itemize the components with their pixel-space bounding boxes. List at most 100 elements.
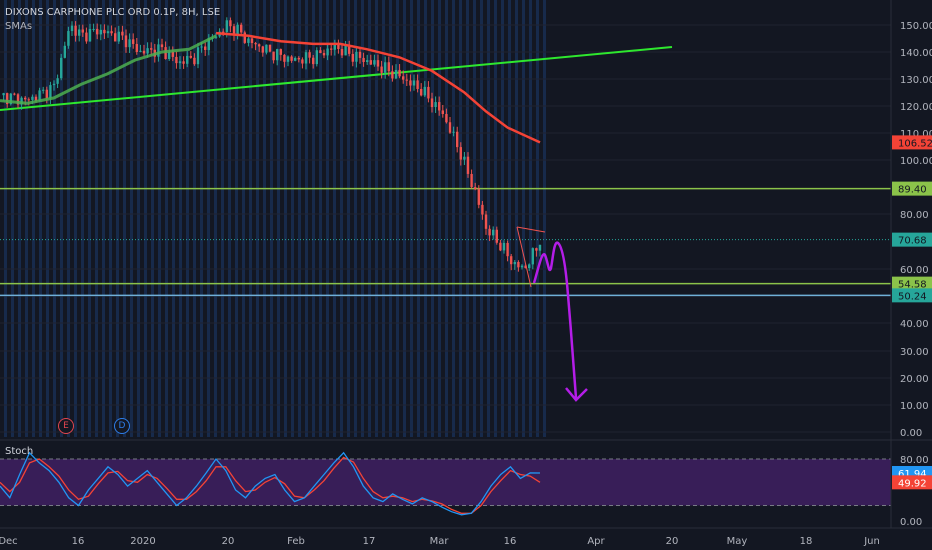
forecast-arrowhead	[565, 387, 588, 402]
session-band	[53, 0, 56, 437]
candle-body	[362, 57, 365, 63]
forecast-drawing	[532, 241, 588, 402]
session-band	[431, 0, 434, 437]
candle-body	[481, 204, 484, 215]
candle-body	[416, 80, 419, 89]
candle-body	[524, 265, 527, 269]
session-band	[116, 0, 119, 437]
candle-body	[495, 229, 498, 243]
session-band	[109, 0, 112, 437]
candle-body	[132, 39, 135, 44]
session-band	[494, 0, 497, 437]
x-tick-label: Dec	[0, 536, 18, 547]
candle-body	[445, 114, 448, 123]
earnings-marker[interactable]: E	[58, 418, 74, 434]
session-band	[382, 0, 385, 437]
dividend-marker[interactable]: D	[114, 418, 130, 434]
y-tick-label: 140.00	[900, 48, 932, 59]
candle-body	[535, 248, 538, 251]
session-band	[501, 0, 504, 437]
candle-body	[193, 57, 196, 65]
candle-body	[297, 57, 300, 60]
session-band	[410, 0, 413, 437]
candle-body	[128, 39, 131, 48]
session-band	[221, 0, 224, 437]
session-band	[18, 0, 21, 437]
candle-body	[380, 66, 383, 73]
candle-body	[175, 56, 178, 64]
session-band	[368, 0, 371, 437]
price-tag	[892, 181, 932, 196]
y-tick-label: 80.00	[900, 210, 929, 221]
session-band	[123, 0, 126, 437]
candle-body	[74, 25, 77, 36]
candle-body	[56, 78, 59, 84]
candle-body	[103, 29, 106, 34]
candle-body	[6, 93, 9, 105]
candle-body	[366, 60, 369, 63]
session-band	[277, 0, 280, 437]
session-band	[417, 0, 420, 437]
candle-body	[114, 33, 117, 42]
stoch-title: Stoch	[5, 446, 34, 457]
candle-body	[391, 71, 394, 79]
candle-body	[477, 189, 480, 205]
candle-body	[13, 93, 16, 95]
session-band	[396, 0, 399, 437]
candle-body	[189, 55, 192, 58]
session-band	[452, 0, 455, 437]
session-band	[459, 0, 462, 437]
candle-body	[484, 214, 488, 229]
x-tick-label: Mar	[430, 536, 450, 547]
candle-body	[466, 156, 470, 174]
session-band	[445, 0, 448, 437]
candle-body	[81, 29, 84, 33]
candle-body	[139, 50, 142, 52]
candle-body	[229, 20, 232, 27]
candle-body	[513, 261, 516, 265]
candle-body	[506, 242, 509, 257]
candle-body	[258, 44, 261, 47]
y-tick-label: 40.00	[900, 319, 929, 330]
candle-body	[52, 83, 56, 86]
candle-body	[27, 99, 30, 101]
symbol-title: DIXONS CARPHONE PLC ORD 0.1P, 8H, LSE	[5, 7, 221, 18]
time-axis: Dec 16 2020 20 Feb 17 Mar 16 Apr 20 May 18 Jun	[0, 527, 932, 547]
candle-body	[88, 28, 92, 42]
candle-body	[146, 48, 149, 54]
candle-body	[63, 45, 66, 58]
session-band	[130, 0, 133, 437]
candle-body	[16, 94, 20, 105]
candle-body	[376, 60, 380, 67]
price-tag-label: 106.52	[898, 138, 932, 149]
candle-body	[2, 93, 5, 96]
x-tick-label: 2020	[130, 536, 155, 547]
session-band	[291, 0, 294, 437]
chart-legend: DIXONS CARPHONE PLC ORD 0.1P, 8H, LSE SM…	[5, 6, 220, 34]
candle-body	[448, 122, 452, 133]
price-tag-label: 70.68	[898, 236, 927, 247]
session-band	[186, 0, 189, 437]
candle-body	[488, 228, 491, 236]
candle-body	[510, 256, 513, 265]
stoch-k-line	[0, 451, 541, 516]
candle-body	[294, 57, 297, 61]
price-tag	[892, 288, 932, 303]
session-band	[263, 0, 266, 437]
price-tag	[892, 232, 932, 247]
session-band	[508, 0, 511, 437]
y-tick-label: 150.00	[900, 21, 932, 32]
candle-body	[441, 110, 444, 115]
candle-body	[272, 51, 275, 61]
session-band	[375, 0, 378, 437]
session-band	[333, 0, 336, 437]
candle-body	[196, 47, 200, 65]
candle-body	[459, 147, 462, 160]
candle-body	[85, 32, 88, 42]
session-band	[319, 0, 322, 437]
session-band	[193, 0, 196, 437]
candle-body	[308, 52, 311, 58]
candle-body	[301, 59, 304, 64]
session-band	[354, 0, 357, 437]
